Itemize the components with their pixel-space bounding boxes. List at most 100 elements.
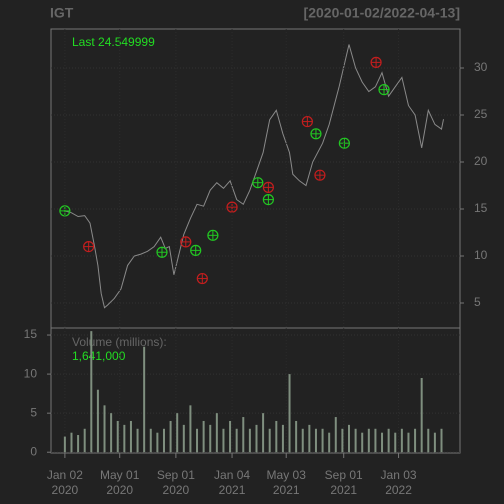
volume-bar <box>367 428 370 453</box>
signal-marker <box>314 169 326 181</box>
volume-bar <box>162 428 165 453</box>
volume-bar <box>209 424 212 453</box>
price-line <box>64 44 444 309</box>
volume-bar <box>255 424 258 453</box>
volume-bar <box>308 424 311 453</box>
volume-bar <box>374 428 377 453</box>
volume-bar <box>361 432 364 453</box>
volume-bar <box>196 428 199 453</box>
signal-marker <box>310 128 322 140</box>
signal-marker <box>156 246 168 258</box>
volume-bar <box>123 424 126 453</box>
volume-bar <box>136 428 139 453</box>
volume-bar <box>427 428 430 453</box>
x-tick-label: May 01 2020 <box>100 468 140 497</box>
volume-bar <box>281 424 284 453</box>
volume-bar <box>242 417 245 453</box>
y-tick-label: 20 <box>474 154 488 168</box>
volume-bar <box>110 413 113 453</box>
volume-bar <box>169 420 172 453</box>
signal-marker <box>301 115 313 128</box>
chart-title: IGT <box>50 5 74 21</box>
date-range: [2020-01-02/2022-04-13] <box>304 5 460 21</box>
y-tick-label: 15 <box>474 201 488 215</box>
volume-bar <box>129 420 132 453</box>
y-tick-label: 25 <box>474 107 488 121</box>
volume-bar <box>433 432 436 453</box>
signal-marker <box>262 181 274 193</box>
volume-bar <box>83 428 86 453</box>
y-tick-label: 15 <box>24 327 38 341</box>
volume-bar <box>103 405 106 453</box>
x-tick-label: May 03 2021 <box>266 468 306 497</box>
x-tick-label: Jan 02 2020 <box>46 468 83 497</box>
volume-bar <box>189 405 192 453</box>
x-tick-label: Jan 03 2022 <box>380 468 417 497</box>
volume-bar <box>96 389 99 453</box>
signal-marker <box>338 137 350 149</box>
volume-bar <box>440 428 443 453</box>
volume-bar <box>156 432 159 453</box>
signal-marker <box>59 205 71 217</box>
volume-bar <box>295 420 298 453</box>
signal-marker <box>262 194 274 206</box>
volume-bar <box>90 331 93 453</box>
y-tick-label: 30 <box>474 60 488 74</box>
x-tick-label: Sep 01 2021 <box>324 468 363 497</box>
volume-bar <box>262 413 265 453</box>
volume-bar <box>347 424 350 453</box>
volume-bar <box>387 428 390 453</box>
volume-bar <box>268 428 271 453</box>
volume-bar <box>407 432 410 453</box>
y-tick-label: 5 <box>474 295 481 309</box>
signal-marker <box>207 229 219 241</box>
panel-frame <box>50 327 461 454</box>
x-tick-label: Sep 01 2020 <box>156 468 195 497</box>
volume-value: 1,641,000 <box>72 349 126 363</box>
volume-bar <box>63 436 66 453</box>
volume-bar <box>381 432 384 453</box>
volume-bar <box>288 374 291 453</box>
volume-bar <box>328 432 331 453</box>
last-value: Last 24.549999 <box>72 35 155 49</box>
y-tick-label: 5 <box>30 405 37 419</box>
signal-marker <box>252 177 264 189</box>
volume-bar <box>116 420 119 453</box>
signal-marker <box>190 244 202 256</box>
volume-bar <box>176 413 179 453</box>
volume-bar <box>394 432 397 453</box>
volume-bar <box>222 428 225 453</box>
volume-bar <box>354 428 357 453</box>
signal-marker <box>196 272 208 285</box>
volume-bar <box>420 378 423 453</box>
volume-bar <box>321 428 324 453</box>
signal-marker <box>180 236 192 248</box>
volume-bar <box>414 428 417 453</box>
volume-bar <box>341 428 344 453</box>
volume-bar <box>202 420 205 453</box>
volume-bar <box>149 428 152 453</box>
volume-bar <box>70 432 73 453</box>
volume-bar <box>334 417 337 453</box>
volume-bar <box>400 428 403 453</box>
signal-marker <box>370 56 382 68</box>
y-tick-label: 0 <box>30 444 37 458</box>
y-tick-label: 10 <box>24 366 38 380</box>
volume-bar <box>248 428 251 453</box>
volume-label: Volume (millions): <box>72 335 167 349</box>
volume-bar <box>275 420 278 453</box>
y-tick-label: 10 <box>474 248 488 262</box>
x-tick-label: Jan 04 2021 <box>214 468 251 497</box>
signal-marker <box>83 240 95 253</box>
volume-bar <box>215 413 218 453</box>
volume-bar <box>314 428 317 453</box>
volume-bar <box>143 346 146 453</box>
volume-bar <box>229 420 232 453</box>
volume-bar <box>77 435 80 453</box>
signal-marker <box>378 84 390 96</box>
volume-bar <box>182 424 185 453</box>
volume-bar <box>235 428 238 453</box>
volume-bar <box>301 428 304 453</box>
